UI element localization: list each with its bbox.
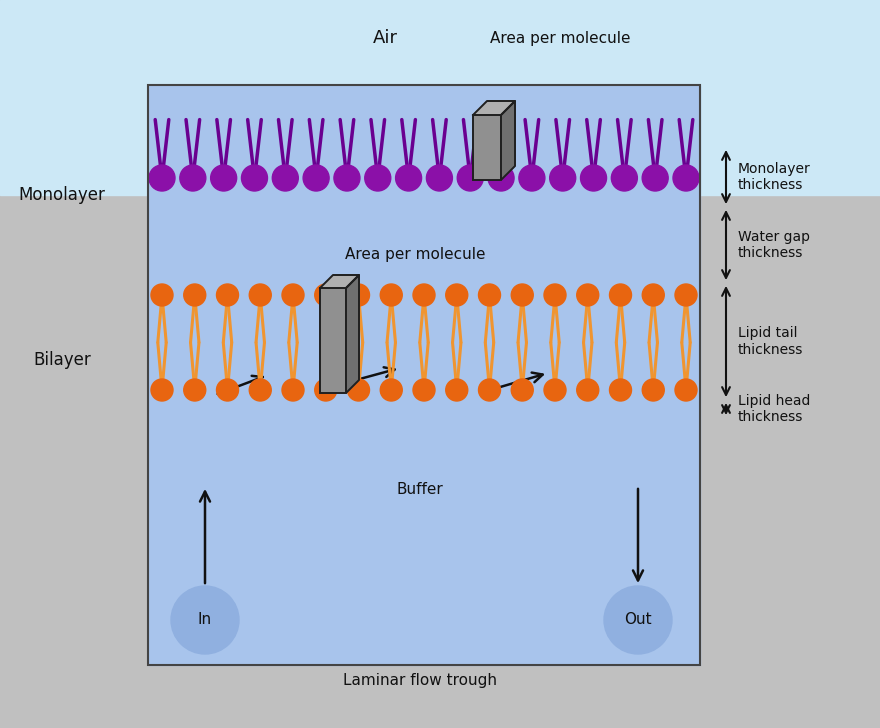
Circle shape — [642, 284, 664, 306]
Circle shape — [249, 379, 271, 401]
Bar — [320, 288, 346, 393]
Circle shape — [446, 284, 468, 306]
Polygon shape — [501, 101, 515, 180]
Bar — [148, 85, 700, 665]
Circle shape — [180, 165, 206, 191]
Circle shape — [479, 284, 501, 306]
Circle shape — [576, 379, 598, 401]
Circle shape — [642, 165, 668, 191]
Circle shape — [610, 284, 632, 306]
Text: Buffer: Buffer — [397, 483, 444, 497]
Circle shape — [348, 284, 370, 306]
Circle shape — [315, 379, 337, 401]
Circle shape — [519, 165, 545, 191]
Circle shape — [642, 379, 664, 401]
Text: Out: Out — [624, 612, 652, 628]
Circle shape — [315, 284, 337, 306]
Text: Water gap
thickness: Water gap thickness — [738, 230, 810, 260]
Circle shape — [348, 379, 370, 401]
Text: Area per molecule: Area per molecule — [490, 31, 630, 45]
Circle shape — [184, 379, 206, 401]
Circle shape — [479, 379, 501, 401]
Circle shape — [249, 284, 271, 306]
Circle shape — [380, 284, 402, 306]
Circle shape — [511, 379, 533, 401]
Text: Lipid head
thickness: Lipid head thickness — [738, 394, 810, 424]
Circle shape — [675, 284, 697, 306]
Circle shape — [550, 165, 576, 191]
Circle shape — [365, 165, 391, 191]
Circle shape — [544, 284, 566, 306]
Circle shape — [171, 586, 239, 654]
Circle shape — [184, 284, 206, 306]
Circle shape — [488, 165, 514, 191]
Circle shape — [396, 165, 422, 191]
Text: Monolayer: Monolayer — [18, 186, 106, 204]
Text: Bilayer: Bilayer — [33, 351, 91, 369]
Circle shape — [149, 165, 175, 191]
Circle shape — [413, 379, 435, 401]
Text: Laminar flow trough: Laminar flow trough — [343, 673, 497, 687]
Circle shape — [282, 379, 304, 401]
Bar — [148, 85, 700, 665]
Circle shape — [303, 165, 329, 191]
Circle shape — [610, 379, 632, 401]
Circle shape — [210, 165, 237, 191]
Circle shape — [427, 165, 452, 191]
Circle shape — [413, 284, 435, 306]
Circle shape — [241, 165, 268, 191]
Text: Lipid tail
thickness: Lipid tail thickness — [738, 326, 803, 357]
Text: Area per molecule: Area per molecule — [345, 248, 485, 263]
Circle shape — [458, 165, 483, 191]
Circle shape — [272, 165, 298, 191]
Polygon shape — [320, 275, 359, 288]
Circle shape — [612, 165, 637, 191]
Circle shape — [446, 379, 468, 401]
Circle shape — [581, 165, 606, 191]
Circle shape — [216, 379, 238, 401]
Polygon shape — [473, 101, 515, 115]
Circle shape — [151, 284, 173, 306]
Circle shape — [380, 379, 402, 401]
Circle shape — [604, 586, 672, 654]
Circle shape — [282, 284, 304, 306]
Text: Monolayer
thickness: Monolayer thickness — [738, 162, 810, 192]
Circle shape — [673, 165, 699, 191]
Circle shape — [675, 379, 697, 401]
Text: In: In — [198, 612, 212, 628]
Circle shape — [544, 379, 566, 401]
Circle shape — [151, 379, 173, 401]
Polygon shape — [346, 275, 359, 393]
Circle shape — [576, 284, 598, 306]
Text: Air: Air — [372, 29, 398, 47]
Bar — [0, 0, 880, 195]
Bar — [473, 115, 501, 180]
Circle shape — [334, 165, 360, 191]
Circle shape — [511, 284, 533, 306]
Circle shape — [216, 284, 238, 306]
